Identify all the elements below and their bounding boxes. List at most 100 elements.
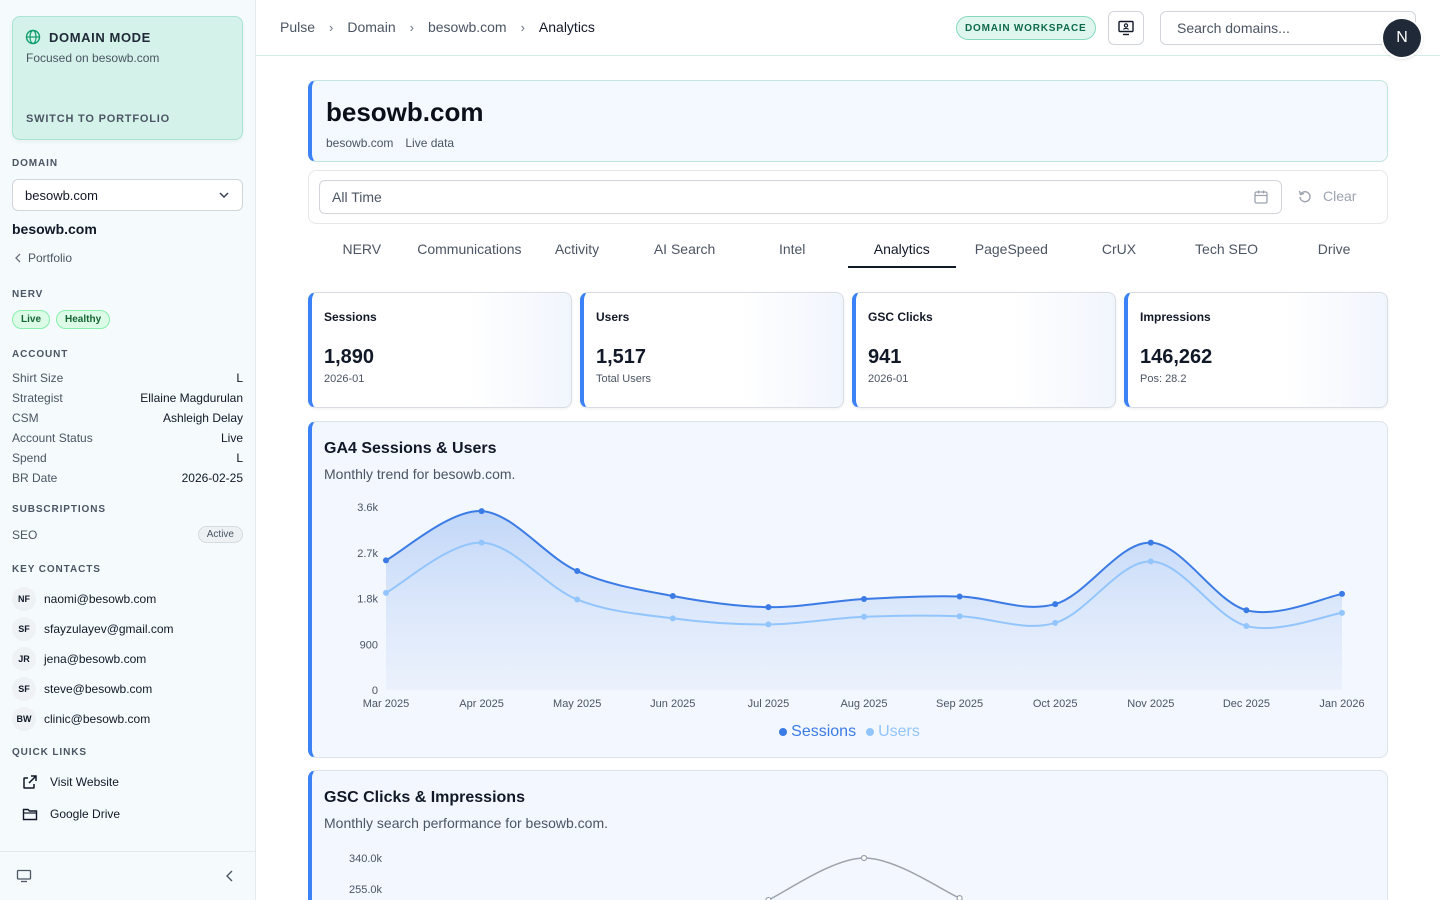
y-tick-label: 3.6k bbox=[357, 502, 378, 514]
page-title: besowb.com bbox=[326, 97, 484, 127]
date-range-value: All Time bbox=[332, 189, 382, 205]
account-value: L bbox=[236, 371, 243, 385]
collapse-sidebar-icon[interactable] bbox=[224, 869, 236, 883]
domain-mode-subtitle: Focused on besowb.com bbox=[26, 51, 160, 65]
x-tick-label: Jul 2025 bbox=[748, 698, 790, 710]
users-point bbox=[1339, 609, 1345, 616]
google-drive-label: Google Drive bbox=[50, 807, 121, 821]
users-point bbox=[765, 621, 772, 628]
legend-label-users: Users bbox=[878, 723, 920, 740]
gsc-chart-title: GSC Clicks & Impressions bbox=[324, 789, 525, 806]
kpi-value: 146,262 bbox=[1140, 346, 1213, 368]
top-bar: Pulse › Domain › besowb.com › Analytics … bbox=[256, 0, 1440, 57]
tab-nerv[interactable]: NERV bbox=[342, 241, 382, 257]
breadcrumb-pulse[interactable]: Pulse bbox=[280, 19, 316, 35]
chevron-down-icon bbox=[219, 192, 229, 199]
sessions-point bbox=[574, 568, 581, 575]
sessions-point bbox=[956, 593, 963, 600]
impressions-point bbox=[860, 854, 868, 862]
subscriptions-section-label: SUBSCRIPTIONS bbox=[12, 504, 106, 515]
x-tick-label: May 2025 bbox=[553, 698, 601, 710]
kpi-value: 1,890 bbox=[324, 346, 375, 368]
quick-links-list: Visit Website Google Drive bbox=[12, 766, 243, 830]
contact-avatar: JR bbox=[12, 647, 36, 671]
kpi-sublabel: Total Users bbox=[596, 373, 652, 385]
domain-mode-title: DOMAIN MODE bbox=[25, 29, 151, 45]
kpi-value: 1,517 bbox=[596, 346, 647, 368]
tab-analytics[interactable]: Analytics bbox=[847, 232, 956, 268]
account-details: Shirt Size L Strategist Ellaine Magdurulan… bbox=[12, 368, 243, 488]
kpi-card-users: Users 1,517 Total Users bbox=[580, 292, 844, 408]
monitor-icon[interactable] bbox=[16, 869, 32, 883]
account-key: BR Date bbox=[12, 471, 58, 485]
health-badge: Healthy bbox=[56, 310, 111, 329]
kpi-label: GSC Clicks bbox=[868, 310, 933, 324]
contact-item[interactable]: BW clinic@besowb.com bbox=[12, 704, 243, 734]
clear-filter-button[interactable]: Clear bbox=[1297, 188, 1356, 204]
key-contacts-list: NF naomi@besowb.com SF sfayzulayev@gmail.c… bbox=[12, 584, 243, 734]
sessions-point bbox=[1147, 539, 1154, 546]
account-value: Ashleigh Delay bbox=[162, 411, 243, 425]
meta-domain: besowb.com bbox=[326, 136, 394, 150]
users-point bbox=[574, 596, 581, 603]
legend-label-sessions: Sessions bbox=[791, 723, 857, 740]
tab-communications[interactable]: Communications bbox=[417, 241, 522, 257]
search-input[interactable]: Search domains... bbox=[1160, 11, 1416, 45]
tab-activity[interactable]: Activity bbox=[554, 241, 600, 257]
switch-to-portfolio-button[interactable]: SWITCH TO PORTFOLIO bbox=[26, 113, 170, 125]
account-row: Strategist Ellaine Magdurulan bbox=[12, 388, 243, 408]
users-point bbox=[1243, 622, 1250, 629]
google-drive-link[interactable]: Google Drive bbox=[12, 798, 243, 830]
tab-tech-seo[interactable]: Tech SEO bbox=[1195, 241, 1259, 257]
portfolio-back-link[interactable]: Portfolio bbox=[14, 251, 72, 265]
kpi-card-impressions: Impressions 146,262 Pos: 28.2 bbox=[1124, 292, 1388, 408]
users-point bbox=[383, 589, 389, 596]
contact-avatar: SF bbox=[12, 617, 36, 641]
breadcrumb-domain[interactable]: Domain bbox=[347, 19, 396, 35]
contact-item[interactable]: NF naomi@besowb.com bbox=[12, 584, 243, 614]
x-tick-label: Apr 2025 bbox=[459, 698, 504, 710]
x-tick-label: Oct 2025 bbox=[1033, 698, 1078, 710]
domain-select[interactable]: besowb.com bbox=[12, 179, 243, 211]
breadcrumb-separator-icon: › bbox=[329, 19, 334, 35]
tab-ai-search[interactable]: AI Search bbox=[653, 241, 716, 257]
y-tick-label: 2.7k bbox=[357, 548, 378, 560]
tab-crux[interactable]: CrUX bbox=[1101, 241, 1137, 257]
portfolio-link-label: Portfolio bbox=[28, 251, 73, 265]
account-row: BR Date 2026-02-25 bbox=[12, 468, 243, 488]
sessions-point bbox=[669, 592, 676, 599]
domain-mode-label: DOMAIN MODE bbox=[49, 29, 151, 45]
breadcrumb-separator-icon: › bbox=[520, 19, 525, 35]
contact-item[interactable]: JR jena@besowb.com bbox=[12, 644, 243, 674]
contact-item[interactable]: SF sfayzulayev@gmail.com bbox=[12, 614, 243, 644]
contact-email: sfayzulayev@gmail.com bbox=[44, 622, 174, 636]
breadcrumb: Pulse › Domain › besowb.com › Analytics bbox=[280, 19, 595, 35]
kpi-label: Sessions bbox=[324, 310, 377, 324]
external-link-icon bbox=[23, 775, 37, 789]
workspace-toggle-button[interactable] bbox=[1108, 11, 1144, 45]
domain-header-panel: besowb.com besowb.com Live data bbox=[308, 80, 1388, 162]
tab-intel[interactable]: Intel bbox=[778, 241, 806, 257]
account-value: Live bbox=[220, 431, 243, 445]
legend-item-users[interactable]: Users bbox=[866, 723, 920, 741]
nerv-section-label: NERV bbox=[12, 289, 44, 300]
contacts-section-label: KEY CONTACTS bbox=[12, 564, 101, 575]
domain-workspace-badge: DOMAIN WORKSPACE bbox=[956, 16, 1096, 40]
visit-website-link[interactable]: Visit Website bbox=[12, 766, 243, 798]
ga4-sessions-users-chart: 0 900 1.8k 2.7k 3.6k Mar 2025 Apr 2025 May 2025… bbox=[357, 502, 1364, 710]
tab-drive[interactable]: Drive bbox=[1317, 241, 1351, 257]
breadcrumb-site[interactable]: besowb.com bbox=[427, 19, 507, 35]
tab-pagespeed[interactable]: PageSpeed bbox=[974, 241, 1048, 257]
reset-icon bbox=[1298, 190, 1311, 203]
contact-email: steve@besowb.com bbox=[44, 682, 153, 696]
user-avatar[interactable]: N bbox=[1383, 19, 1421, 57]
account-row: CSM Ashleigh Delay bbox=[12, 408, 243, 428]
sessions-point bbox=[1339, 590, 1345, 597]
contact-avatar: NF bbox=[12, 587, 36, 611]
account-section-label: ACCOUNT bbox=[12, 349, 69, 360]
contact-item[interactable]: SF steve@besowb.com bbox=[12, 674, 243, 704]
date-range-input[interactable]: All Time bbox=[319, 180, 1282, 214]
legend-item-sessions[interactable]: Sessions bbox=[779, 723, 856, 741]
contact-avatar: BW bbox=[12, 707, 36, 731]
quick-links-section-label: QUICK LINKS bbox=[12, 747, 87, 758]
